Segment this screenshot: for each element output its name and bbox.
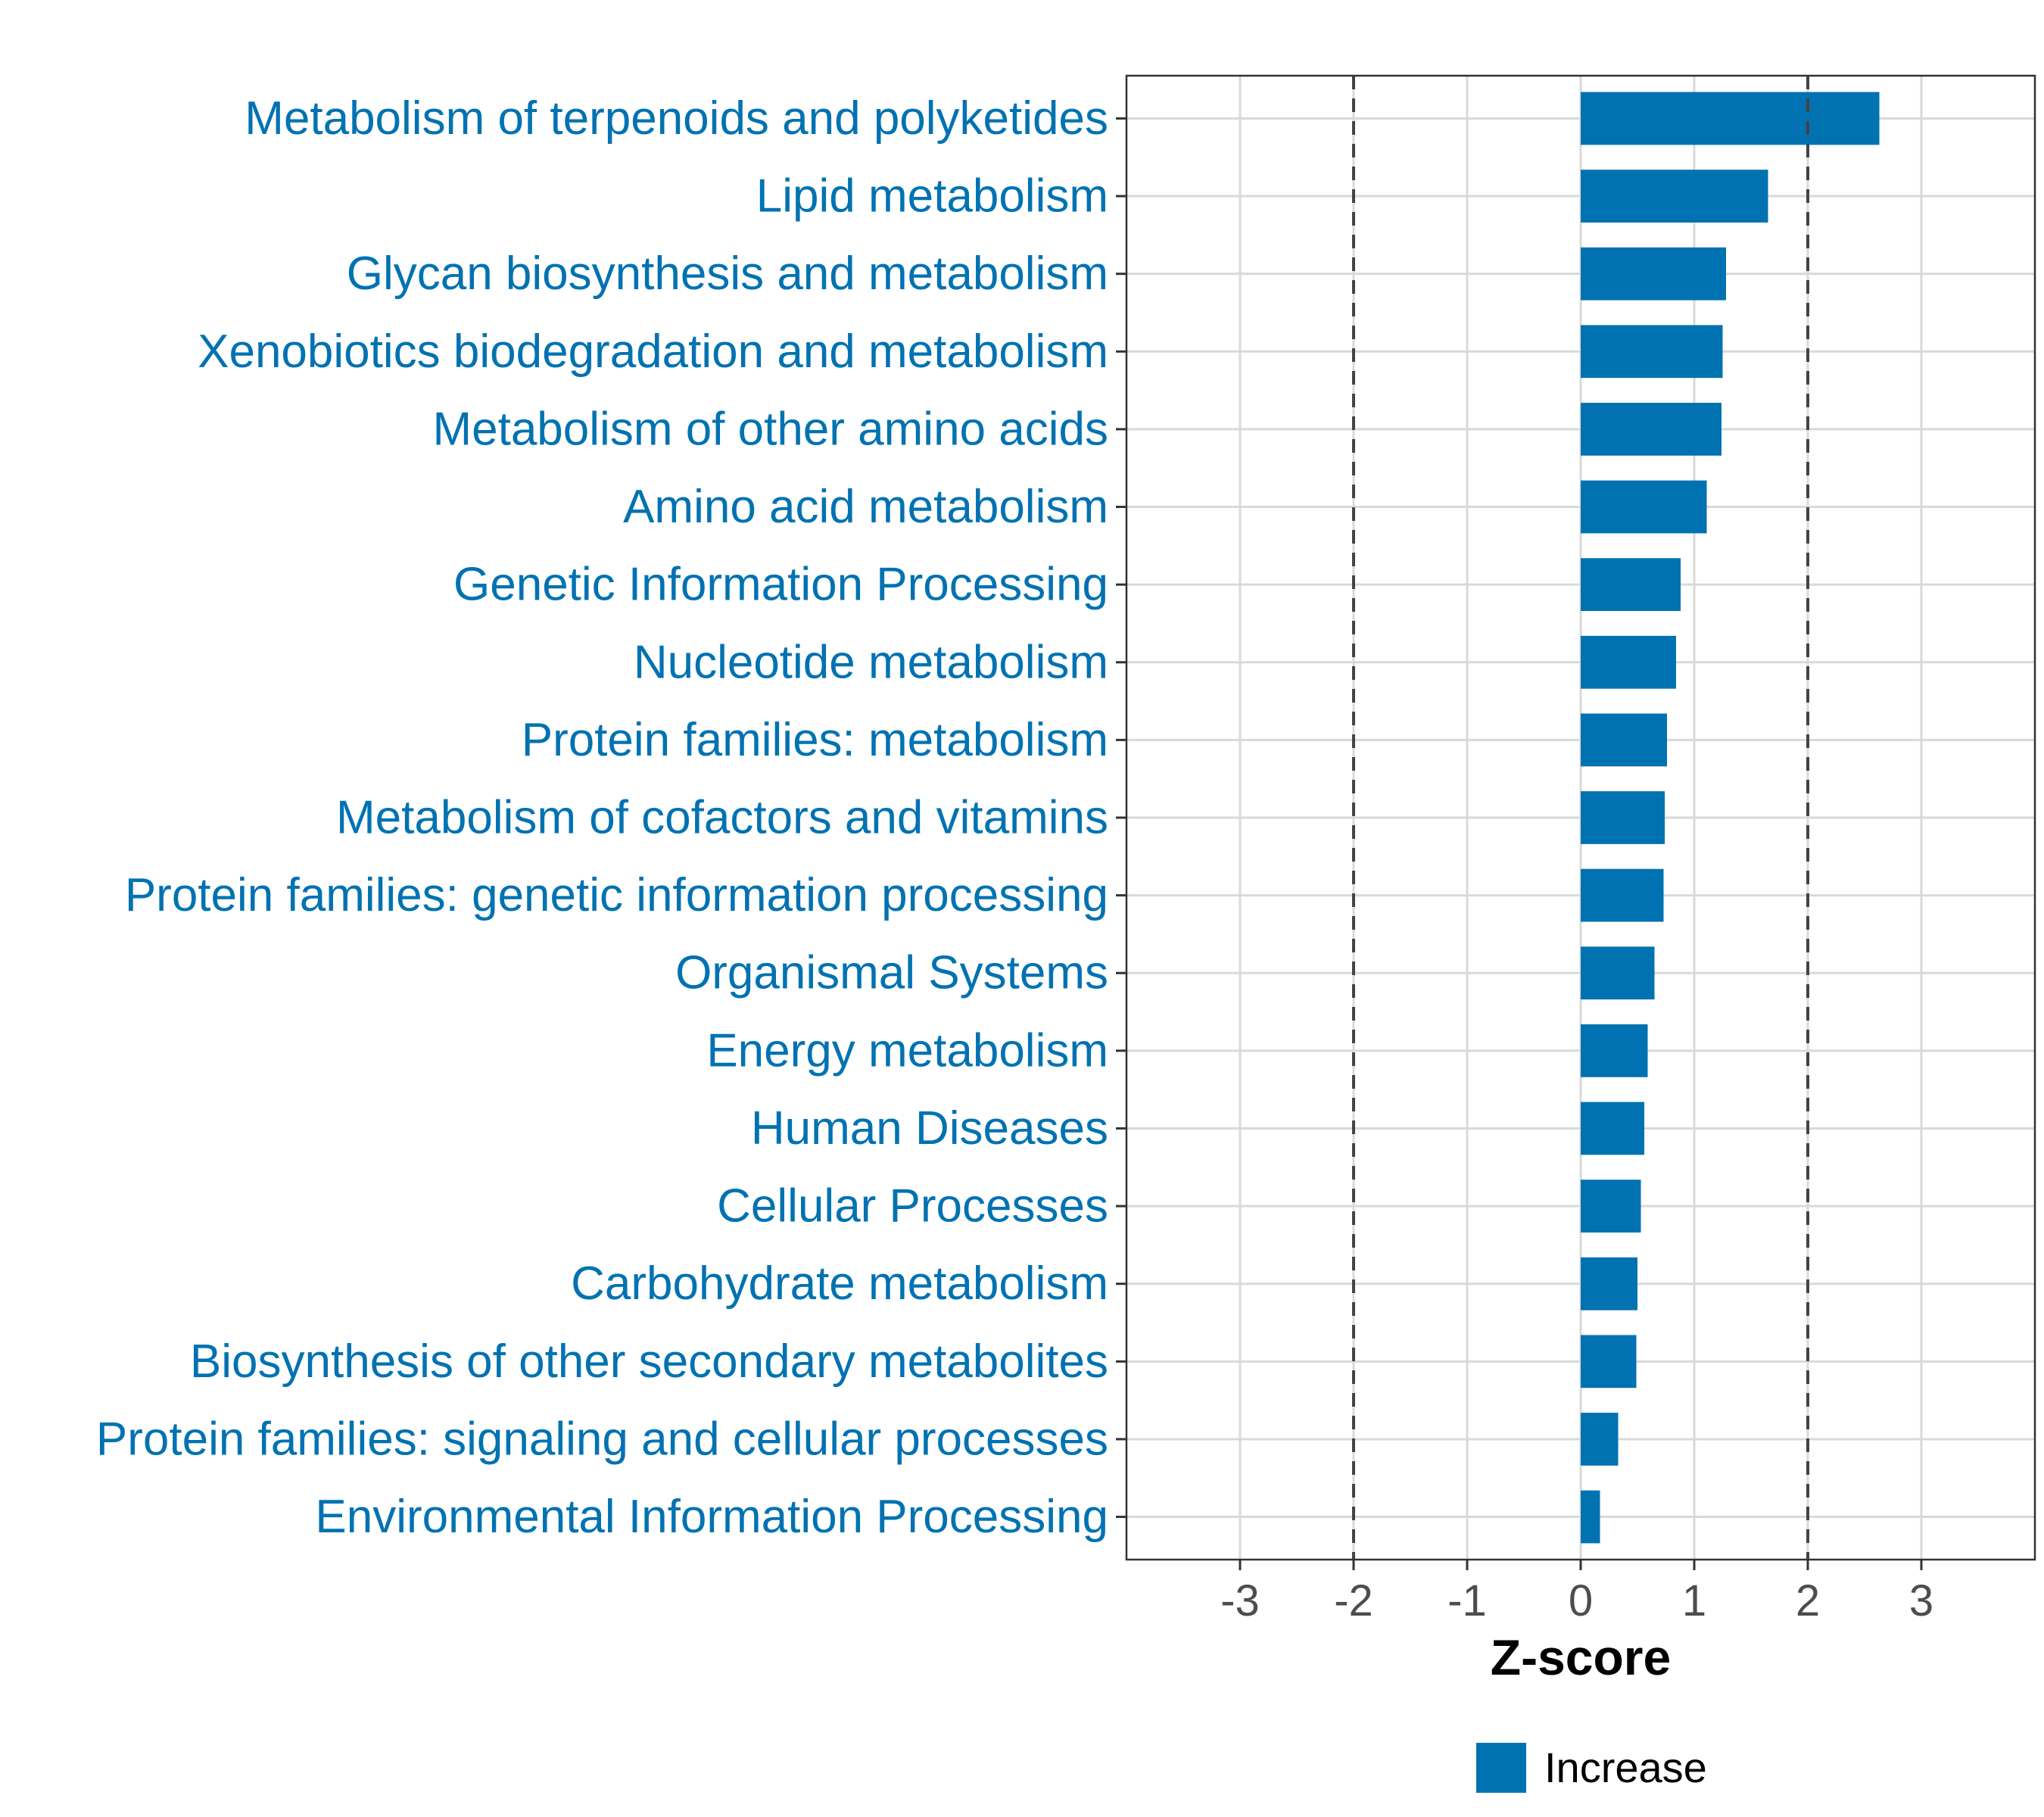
bar [1581,558,1681,612]
category-label: Energy metabolism [706,1024,1108,1077]
category-label: Human Diseases [751,1102,1108,1155]
x-tick-label: 3 [1909,1576,1933,1625]
category-label: Organismal Systems [675,947,1108,999]
bar [1581,946,1655,1000]
x-tick-label: 0 [1569,1576,1593,1625]
x-tick-label: 1 [1682,1576,1706,1625]
category-label: Carbohydrate metabolism [571,1258,1108,1310]
bar [1581,868,1664,922]
x-tick-label: -2 [1334,1576,1373,1625]
x-axis-ticks: -3 -2 -1 0 1 2 3 [1220,1560,1933,1625]
bar [1581,1490,1600,1544]
threshold-lines [1352,76,1809,1560]
bar [1581,92,1880,145]
legend-swatch-increase [1476,1743,1526,1793]
x-tick-label: 2 [1796,1576,1820,1625]
category-label: Environmental Information Processing [315,1491,1108,1543]
legend-label-increase: Increase [1544,1744,1707,1791]
bar [1581,1413,1619,1466]
bar [1581,791,1665,844]
category-label: Xenobiotics biodegradation and metabolis… [198,326,1108,378]
category-label: Glycan biosynthesis and metabolism [347,248,1108,300]
bar [1581,635,1676,689]
category-label: Cellular Processes [717,1180,1108,1233]
category-label: Protein families: genetic information pr… [125,869,1108,921]
category-label: Nucleotide metabolism [634,636,1108,688]
category-label: Protein families: metabolism [522,714,1108,766]
x-tick-label: -1 [1447,1576,1487,1625]
legend: Increase [1476,1743,1707,1793]
bar [1581,1335,1637,1388]
category-label: Lipid metabolism [756,170,1108,223]
bars [1581,92,1880,1544]
bar [1581,1180,1641,1233]
bar [1581,1257,1637,1311]
bar [1581,325,1723,379]
category-label: Amino acid metabolism [623,481,1108,533]
bar [1581,403,1722,456]
bar [1581,170,1768,223]
bar [1581,713,1667,767]
x-axis-title: Z-score [1491,1629,1671,1685]
bar [1581,1102,1644,1155]
category-label: Genetic Information Processing [453,559,1108,611]
category-label: Metabolism of other amino acids [432,403,1108,455]
bar [1581,1024,1648,1077]
y-axis-ticks: Metabolism of terpenoids and polyketides… [96,92,1126,1543]
bar [1581,480,1707,534]
bar [1581,247,1726,301]
x-tick-label: -3 [1220,1576,1260,1625]
category-label: Metabolism of cofactors and vitamins [336,792,1108,844]
category-label: Metabolism of terpenoids and polyketides [245,92,1108,145]
category-label: Protein families: signaling and cellular… [96,1413,1108,1465]
category-label: Biosynthesis of other secondary metaboli… [190,1335,1108,1388]
